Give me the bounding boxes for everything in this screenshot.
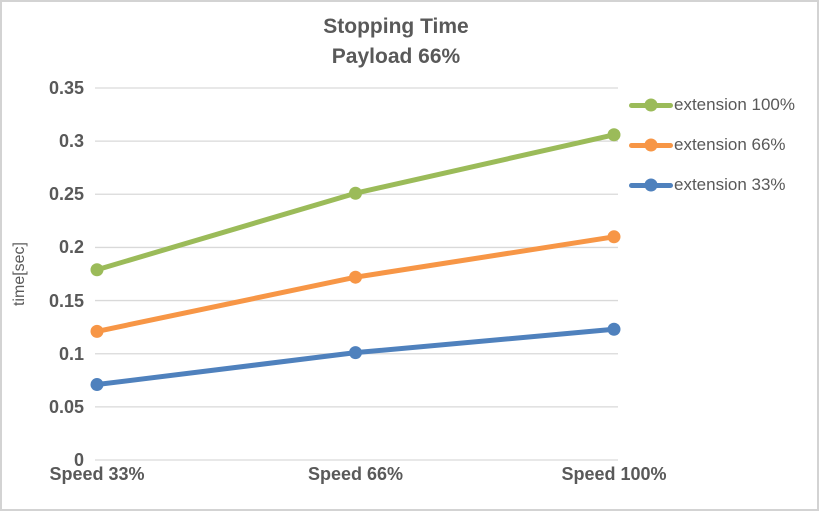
- legend-label: extension 66%: [674, 135, 786, 154]
- legend-label: extension 100%: [674, 95, 795, 114]
- y-tick-label: 0.2: [58, 237, 84, 258]
- y-tick-label: 0.15: [48, 290, 84, 311]
- legend-marker-line: [629, 98, 673, 112]
- chart-title-line-2: Payload 66%: [331, 45, 461, 68]
- x-axis-label-speed-66-: Speed 66%: [307, 464, 404, 484]
- legend-marker-dot: [644, 98, 658, 112]
- y-tick-label: 0.3: [58, 131, 84, 152]
- data-point-extension-66--speed-66-: [349, 270, 362, 284]
- legend-label: extension 33%: [674, 175, 786, 194]
- data-point-extension-33--speed-100-: [607, 322, 621, 336]
- chart-legend: extension 100% extension 66% extension 33%: [629, 88, 795, 208]
- data-point-extension-66--speed-100-: [607, 230, 621, 244]
- x-axis-label-speed-33-: Speed 33%: [49, 464, 145, 484]
- data-point-extension-33--speed-33-: [90, 378, 104, 392]
- y-tick-label: 0.35: [48, 78, 84, 98]
- y-tick-label: 0: [73, 450, 84, 470]
- data-point-extension-66--speed-33-: [90, 324, 104, 338]
- y-tick-label: 0.05: [48, 396, 84, 417]
- data-point-extension-100--speed-100-: [607, 128, 621, 142]
- data-point-extension-100--speed-33-: [90, 263, 104, 277]
- data-point-extension-33--speed-66-: [349, 346, 362, 360]
- y-tick-label: 0.25: [48, 184, 84, 205]
- series-line-extension-66-: [94, 234, 617, 334]
- data-point-extension-100--speed-66-: [349, 186, 362, 200]
- x-axis-label-speed-100-: Speed 100%: [561, 464, 667, 484]
- legend-marker-line: [629, 138, 673, 152]
- chart-title-line-1: Stopping Time: [323, 15, 469, 38]
- legend-marker-dot: [644, 138, 658, 152]
- chart-title: Stopping Time Payload 66%: [2, 12, 790, 72]
- legend-item-extension-66-: extension 66%: [629, 128, 795, 162]
- legend-item-extension-33-: extension 33%: [629, 168, 795, 202]
- legend-marker-line: [629, 178, 673, 192]
- legend-marker-dot: [644, 178, 658, 192]
- y-tick-label: 0.1: [58, 343, 84, 364]
- legend-item-extension-100-: extension 100%: [629, 88, 795, 122]
